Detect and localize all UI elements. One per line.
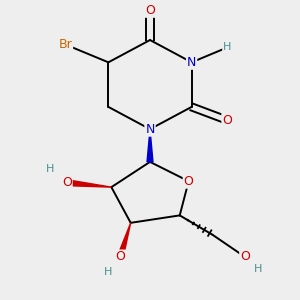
Text: N: N (187, 56, 196, 69)
Text: H: H (46, 164, 55, 174)
Polygon shape (147, 129, 153, 162)
Text: O: O (240, 250, 250, 263)
Text: N: N (145, 123, 155, 136)
Polygon shape (117, 223, 131, 258)
Text: O: O (145, 4, 155, 17)
Text: H: H (223, 43, 232, 52)
Text: H: H (104, 267, 112, 277)
Text: O: O (115, 250, 125, 263)
Text: O: O (62, 176, 72, 189)
Text: Br: Br (58, 38, 72, 51)
Polygon shape (67, 180, 111, 187)
Text: O: O (184, 175, 194, 188)
Text: H: H (254, 264, 263, 274)
Text: O: O (222, 114, 232, 127)
